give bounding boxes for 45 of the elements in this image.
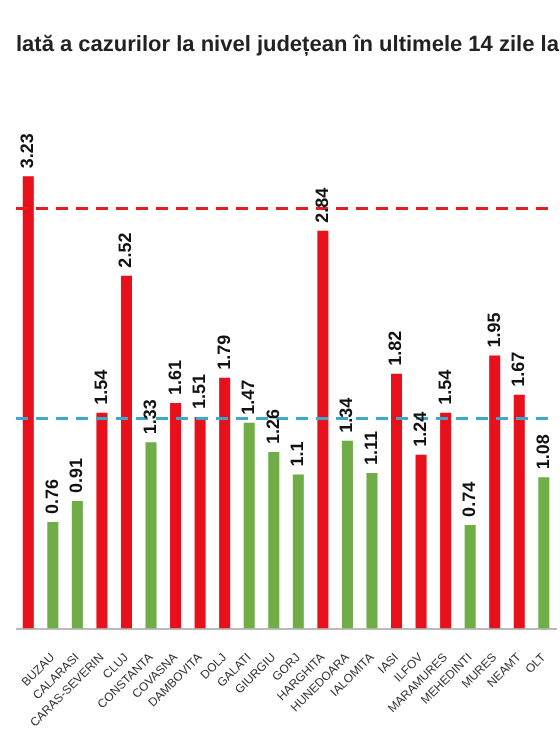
data-label: 1.11 [360, 431, 381, 466]
data-label: 1.82 [385, 330, 406, 366]
bar [22, 176, 34, 629]
bar [292, 474, 304, 629]
data-label: 1.24 [410, 411, 431, 447]
data-label: 2.84 [311, 187, 332, 223]
bar [243, 422, 255, 629]
bar [120, 275, 132, 629]
bar [415, 454, 427, 629]
bar [47, 522, 59, 629]
bar [489, 355, 501, 629]
data-label: 1.47 [238, 379, 259, 415]
data-label: 1.26 [262, 409, 283, 445]
data-label: 0.74 [459, 481, 480, 517]
bar [194, 417, 206, 629]
data-label: 1.54 [434, 369, 455, 405]
bar [391, 373, 403, 629]
bar [145, 442, 157, 629]
bar [317, 230, 329, 629]
chart-title: lată a cazurilor la nivel județean în ultimele 14 zile la [16, 33, 560, 58]
data-label: 1.1 [287, 441, 308, 467]
bar [464, 524, 476, 629]
data-label: 1.51 [189, 374, 210, 410]
data-label: 2.52 [115, 232, 136, 268]
bar [513, 394, 525, 629]
bar [538, 477, 550, 629]
bar [170, 403, 182, 629]
data-label: 0.91 [66, 458, 87, 494]
data-label: 1.34 [336, 397, 357, 433]
data-label: 1.33 [139, 399, 160, 435]
bar [96, 412, 108, 629]
data-label: 1.79 [213, 334, 234, 370]
data-label: 1.08 [532, 434, 553, 470]
bar [71, 501, 83, 629]
data-label: 0.76 [41, 479, 62, 515]
data-label: 3.23 [17, 133, 38, 169]
bar [440, 412, 452, 629]
data-label: 1.54 [90, 369, 111, 405]
data-label: 1.67 [508, 351, 529, 387]
data-label: 1.61 [164, 359, 185, 396]
bar [219, 377, 231, 629]
data-label: 1.95 [483, 312, 504, 348]
bar [268, 452, 280, 629]
bar [341, 440, 353, 629]
bar [366, 473, 378, 629]
